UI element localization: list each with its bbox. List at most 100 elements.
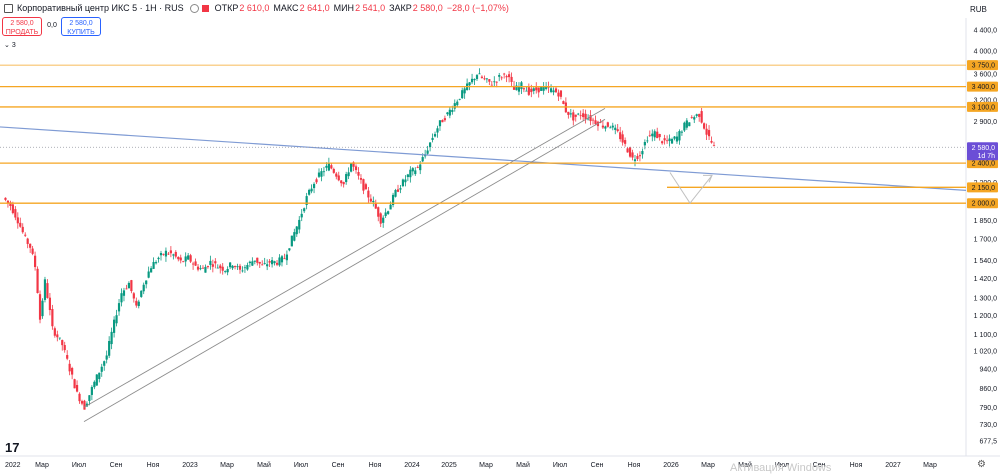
x-tick-label-2: Июл bbox=[72, 462, 86, 469]
candle-body bbox=[458, 98, 461, 100]
channel-upper-line bbox=[83, 107, 606, 408]
candle-body bbox=[478, 73, 481, 75]
candle-body bbox=[614, 127, 617, 130]
candle-body bbox=[125, 288, 128, 290]
candle-body bbox=[238, 265, 242, 270]
candle-body bbox=[641, 151, 644, 155]
candle-body bbox=[621, 134, 624, 143]
candle-body bbox=[485, 78, 488, 80]
low-value: 2 541,0 bbox=[355, 3, 386, 13]
x-tick-label-7: Май bbox=[257, 461, 271, 469]
x-tick-label-17: Ноя bbox=[628, 462, 641, 469]
candle-body bbox=[520, 82, 523, 89]
candle-body bbox=[167, 253, 170, 255]
candle-body bbox=[589, 115, 592, 122]
candle-body bbox=[293, 232, 296, 241]
candle-body bbox=[71, 368, 74, 375]
candle-body bbox=[710, 140, 713, 143]
x-tick-label-11: 2024 bbox=[404, 462, 420, 469]
candle-body bbox=[431, 137, 434, 140]
candle-body bbox=[231, 265, 234, 269]
y-tick-label-20: 677,5 bbox=[979, 439, 997, 446]
candle-body bbox=[199, 268, 202, 270]
buy-button[interactable]: 2 580,0 КУПИТЬ bbox=[61, 17, 101, 36]
candle-body bbox=[643, 141, 646, 146]
x-tick-label-0: 2022 bbox=[5, 462, 21, 469]
candle-body bbox=[270, 260, 274, 265]
candle-body bbox=[275, 262, 279, 265]
candle-body bbox=[11, 204, 14, 214]
candle-body bbox=[680, 131, 684, 133]
x-tick-label-25: Мар bbox=[923, 462, 937, 469]
candle-body bbox=[515, 85, 518, 91]
symbol-title[interactable]: Корпоративный центр ИКС 5 · 1Н · RUS bbox=[17, 3, 184, 13]
candle-body bbox=[145, 280, 148, 285]
candle-body bbox=[490, 84, 493, 86]
candle-body bbox=[24, 234, 27, 236]
candle-body bbox=[88, 395, 91, 402]
candle-body bbox=[359, 178, 363, 180]
sell-button[interactable]: 2 580,0 ПРОДАТЬ bbox=[2, 17, 42, 36]
candle-body bbox=[320, 171, 323, 177]
x-tick-label-22: Сен bbox=[813, 462, 826, 469]
candle-body bbox=[372, 200, 375, 203]
candle-body bbox=[36, 268, 39, 294]
candle-body bbox=[591, 119, 595, 121]
candle-body bbox=[303, 208, 306, 212]
candle-body bbox=[4, 197, 7, 200]
x-tick-label-4: Ноя bbox=[147, 462, 160, 469]
candle-body bbox=[700, 111, 703, 123]
candle-body bbox=[690, 117, 693, 118]
candle-body bbox=[258, 261, 261, 264]
x-tick-label-18: 2026 bbox=[663, 462, 679, 469]
candle-body bbox=[189, 255, 192, 262]
x-tick-label-9: Сен bbox=[332, 462, 345, 469]
y-tick-label-14: 1 100,0 bbox=[974, 332, 997, 339]
candle-body bbox=[404, 179, 407, 183]
candle-body bbox=[495, 81, 498, 83]
market-status-icon bbox=[189, 3, 199, 13]
level-tag-3 bbox=[967, 158, 998, 169]
candle-body bbox=[493, 81, 496, 83]
high-label: МАКС bbox=[273, 3, 299, 13]
currency-label[interactable]: RUB bbox=[970, 5, 987, 14]
candle-body bbox=[678, 131, 681, 141]
candle-body bbox=[105, 355, 108, 360]
candle-body bbox=[535, 87, 538, 91]
candle-body bbox=[295, 226, 298, 235]
level-label-1: 3 400,0 bbox=[972, 84, 995, 91]
candle-body bbox=[653, 131, 656, 138]
candle-body bbox=[204, 266, 207, 273]
candle-body bbox=[288, 248, 291, 251]
candle-body bbox=[219, 265, 222, 269]
candle-body bbox=[46, 283, 49, 298]
candle-body bbox=[636, 156, 639, 159]
candle-body bbox=[68, 363, 71, 372]
candle-body bbox=[150, 268, 153, 273]
candle-body bbox=[483, 78, 486, 80]
y-tick-label-13: 1 200,0 bbox=[974, 313, 997, 320]
candle-body bbox=[159, 252, 163, 256]
candle-body bbox=[273, 261, 276, 264]
gear-icon[interactable]: ⚙ bbox=[977, 459, 986, 470]
candle-body bbox=[216, 267, 219, 269]
candle-body bbox=[480, 76, 484, 78]
candle-body bbox=[599, 122, 602, 124]
candle-body bbox=[503, 73, 506, 75]
candle-body bbox=[66, 355, 69, 359]
candle-body bbox=[525, 90, 528, 92]
candle-body bbox=[601, 125, 605, 128]
candle-body bbox=[312, 183, 316, 189]
indicators-toggle[interactable]: ⌄ 3 bbox=[4, 41, 16, 49]
candle-body bbox=[374, 203, 377, 209]
x-tick-label-12: 2025 bbox=[441, 462, 457, 469]
candle-body bbox=[241, 270, 244, 272]
candle-body bbox=[705, 128, 708, 135]
candle-body bbox=[16, 217, 19, 224]
candle-body bbox=[446, 112, 449, 115]
candle-body bbox=[236, 266, 239, 268]
candle-body bbox=[367, 190, 370, 198]
candle-body bbox=[256, 257, 259, 263]
candle-body bbox=[557, 92, 560, 97]
